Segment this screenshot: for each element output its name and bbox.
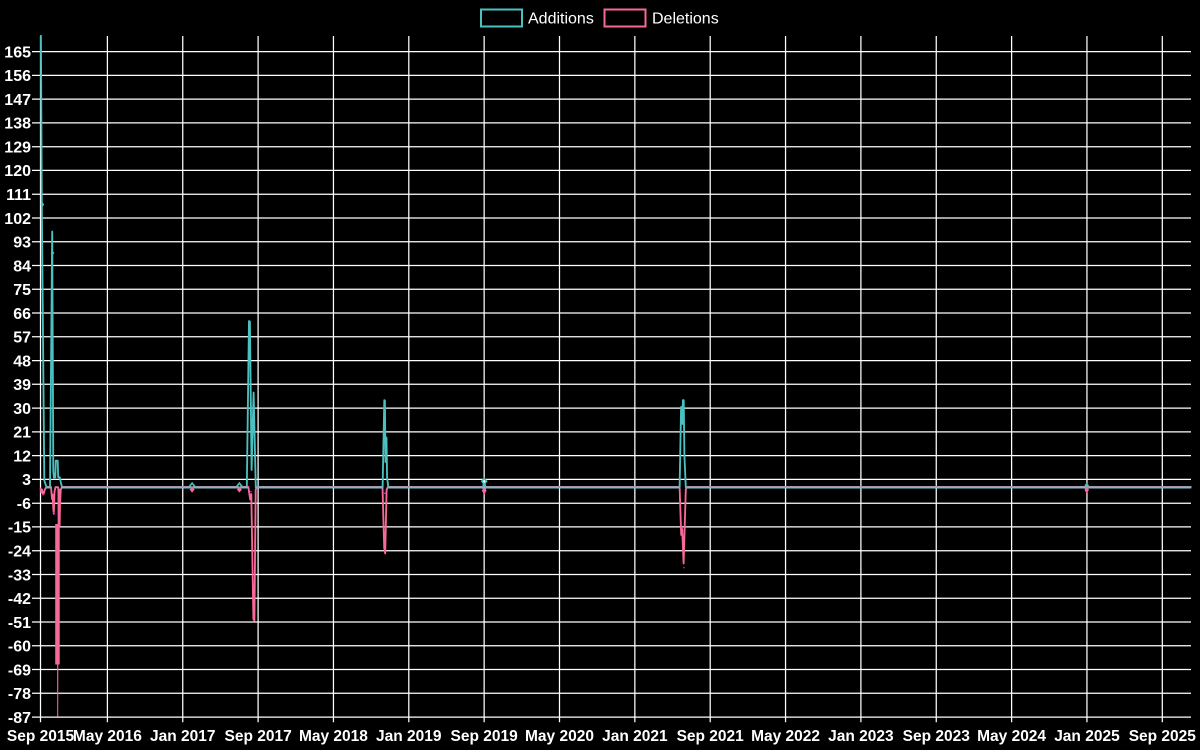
svg-text:Jan 2021: Jan 2021 [602,728,668,745]
svg-text:84: 84 [13,258,31,275]
svg-text:-15: -15 [8,520,31,537]
svg-text:66: 66 [13,306,31,323]
svg-text:Sep 2021: Sep 2021 [677,728,745,745]
svg-text:Jan 2019: Jan 2019 [376,728,442,745]
svg-text:Jan 2017: Jan 2017 [150,728,216,745]
svg-text:-87: -87 [8,710,31,727]
svg-text:48: 48 [13,353,31,370]
svg-text:-42: -42 [8,591,31,608]
svg-text:-33: -33 [8,567,31,584]
svg-text:Sep 2025: Sep 2025 [1129,728,1197,745]
svg-text:129: 129 [4,140,31,157]
svg-text:138: 138 [4,116,31,133]
svg-text:-24: -24 [8,544,31,561]
svg-text:May 2024: May 2024 [977,728,1046,745]
svg-text:May 2020: May 2020 [525,728,594,745]
svg-text:156: 156 [4,68,31,85]
svg-text:-51: -51 [8,615,31,632]
svg-text:75: 75 [13,282,31,299]
svg-text:12: 12 [13,448,31,465]
svg-text:165: 165 [4,44,31,61]
svg-text:Sep 2023: Sep 2023 [903,728,971,745]
svg-text:93: 93 [13,235,31,252]
svg-text:Sep 2017: Sep 2017 [224,728,291,745]
svg-text:30: 30 [13,401,31,418]
svg-text:111: 111 [6,187,31,204]
svg-text:-60: -60 [8,639,31,656]
svg-text:-6: -6 [17,496,31,513]
svg-text:May 2016: May 2016 [73,728,142,745]
svg-text:-78: -78 [8,686,31,703]
svg-text:21: 21 [13,425,31,442]
svg-text:3: 3 [22,472,31,489]
svg-text:Sep 2015: Sep 2015 [7,728,75,745]
svg-text:39: 39 [13,377,31,394]
svg-text:May 2022: May 2022 [751,728,820,745]
svg-text:147: 147 [4,92,31,109]
svg-text:Deletions: Deletions [652,11,719,28]
svg-text:Additions: Additions [528,11,594,28]
svg-text:Jan 2023: Jan 2023 [828,728,894,745]
svg-text:102: 102 [4,211,31,228]
svg-text:120: 120 [4,163,31,180]
svg-text:Jan 2025: Jan 2025 [1054,728,1120,745]
svg-text:May 2018: May 2018 [299,728,368,745]
svg-text:57: 57 [13,330,31,347]
svg-text:Sep 2019: Sep 2019 [451,728,519,745]
svg-text:-69: -69 [8,662,31,679]
